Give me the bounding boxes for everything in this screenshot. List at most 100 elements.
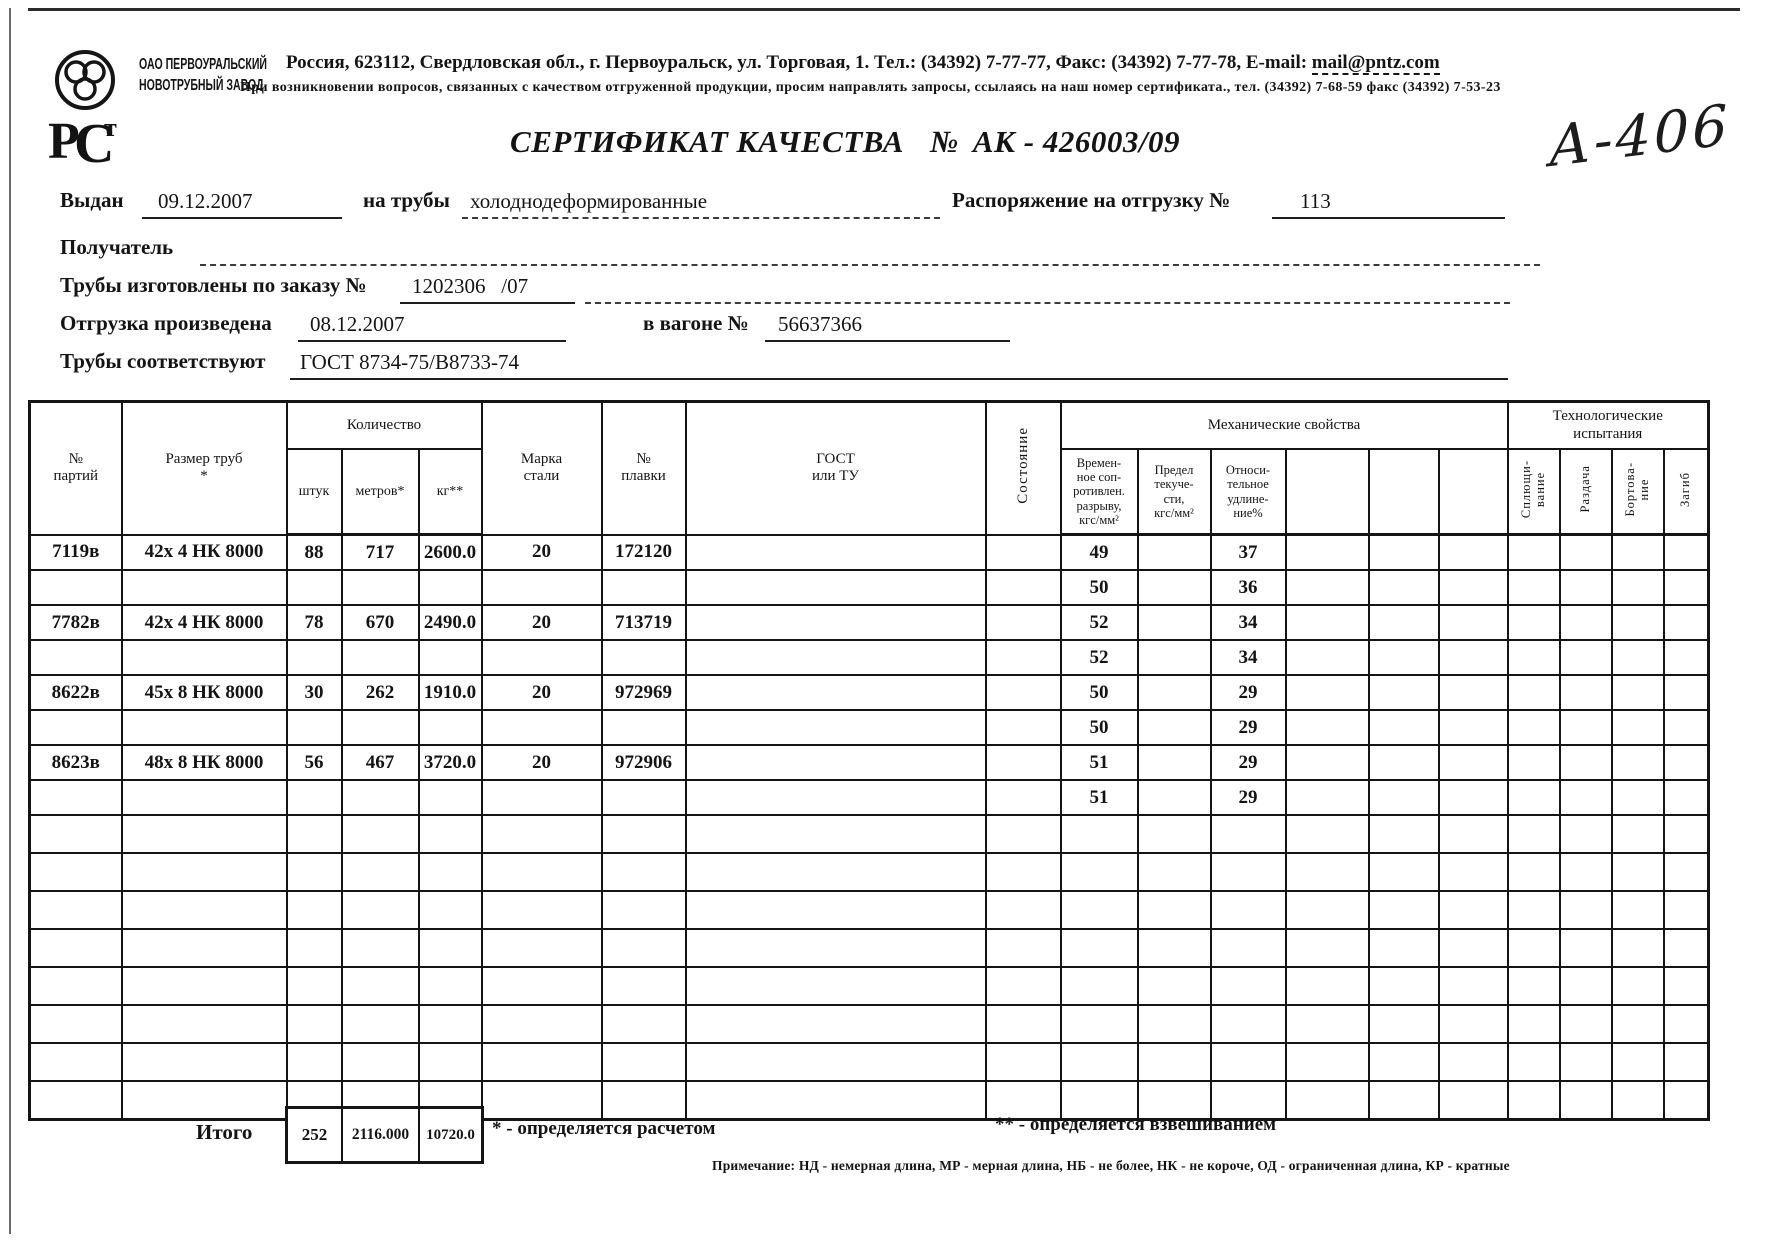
empty-row [28, 1004, 1710, 1044]
cell-steel: 20 [480, 604, 603, 641]
wagon-number-value: 56637366 [778, 312, 862, 336]
cell-size: 45х 8 НК 8000 [120, 674, 288, 711]
cell-heat [600, 639, 687, 676]
table-row: 7782в 42х 4 НК 8000 78 670 2490.0 20 713719 52 3… [28, 604, 1710, 641]
cell-empty [1506, 890, 1561, 930]
cell-strength: 52 [1059, 639, 1139, 676]
cell-empty [285, 928, 343, 968]
cell-flanging [1610, 533, 1665, 571]
cell-empty [984, 928, 1062, 968]
cell-steel [480, 709, 603, 746]
cell-yield [1136, 569, 1212, 606]
cell-empty [1558, 1042, 1613, 1082]
cell-bend [1662, 604, 1710, 641]
cell-empty [684, 966, 987, 1006]
empty-row [28, 1042, 1710, 1082]
cell-empty [120, 814, 288, 854]
cell-bend [1662, 709, 1710, 746]
cell-heat [600, 569, 687, 606]
cell-empty [1059, 852, 1139, 892]
cell-empty [1610, 1004, 1665, 1044]
cell-empty [1437, 1042, 1509, 1082]
cell-pcs [285, 569, 343, 606]
col-header-kg: кг** [417, 448, 483, 536]
cell-size: 42х 4 НК 8000 [120, 533, 288, 571]
receiver-label: Получатель [60, 235, 174, 259]
cell-empty [1437, 814, 1509, 854]
cell-empty [1209, 966, 1287, 1006]
cell-empty [600, 852, 687, 892]
cell-empty [120, 928, 288, 968]
cell-kg [417, 569, 483, 606]
cell-steel [480, 779, 603, 816]
cell-party [28, 779, 123, 816]
cell-empty [480, 1042, 603, 1082]
total-pieces: 252 [288, 1109, 343, 1161]
cell-empty [984, 1080, 1062, 1120]
expansion-vertical-label: Раздача [1577, 465, 1592, 513]
pipes-label: на трубы [363, 188, 450, 212]
cell-heat [600, 779, 687, 816]
cell-empty [1136, 966, 1212, 1006]
table-header-row-1: № партий Размер труб * Количество Марка … [28, 400, 1710, 536]
cell-size [120, 639, 288, 676]
cell-empty [1662, 1080, 1710, 1120]
wagon-underline [765, 311, 1010, 342]
cell-state [984, 533, 1062, 571]
cell-empty [1209, 1080, 1287, 1120]
cell-empty [1284, 852, 1370, 892]
cell-state [984, 709, 1062, 746]
cell-state [984, 639, 1062, 676]
order-underline-cont [585, 273, 1510, 304]
cell-empty [600, 1004, 687, 1044]
cell-empty [340, 1042, 420, 1082]
order-label: Трубы изготовлены по заказу № [60, 273, 367, 297]
cell-heat [600, 709, 687, 746]
cell-empty [28, 1042, 123, 1082]
cell-empty [480, 852, 603, 892]
cell-bend [1662, 533, 1710, 571]
cell-strength: 51 [1059, 779, 1139, 816]
cell-empty [480, 928, 603, 968]
cell-gost [684, 674, 987, 711]
cell-yield [1136, 779, 1212, 816]
cell-flanging [1610, 779, 1665, 816]
cell-empty [1367, 1042, 1440, 1082]
calculated-footnote: * - определяется расчетом [492, 1118, 716, 1139]
cell-expansion [1558, 569, 1613, 606]
cell-empty [1437, 604, 1509, 641]
cell-empty [1059, 890, 1139, 930]
table-row: 7119в 42х 4 НК 8000 88 717 2600.0 20 172120 49 3… [28, 533, 1710, 571]
cell-empty [1284, 966, 1370, 1006]
cell-empty [417, 890, 483, 930]
pntz-logo-icon [55, 50, 115, 110]
cell-empty [1284, 639, 1370, 676]
cell-flanging [1610, 709, 1665, 746]
cell-empty [1437, 928, 1509, 968]
cell-state [984, 604, 1062, 641]
svg-text:С: С [74, 113, 114, 175]
shipping-order-underline [1272, 188, 1505, 219]
order-row: Трубы изготовлены по заказу № 1202306 /0… [0, 273, 1772, 305]
cell-empty [984, 852, 1062, 892]
cell-gost [684, 779, 987, 816]
cell-bend [1662, 779, 1710, 816]
rst-certification-mark-icon: Р С т [48, 113, 117, 175]
cell-bend [1662, 639, 1710, 676]
cell-empty [1610, 1042, 1665, 1082]
cell-empty [984, 814, 1062, 854]
cell-empty [1558, 1004, 1613, 1044]
cell-empty [1136, 1080, 1212, 1120]
cell-empty [120, 890, 288, 930]
cell-empty [600, 1080, 687, 1120]
cell-state [984, 674, 1062, 711]
cell-empty [1136, 1042, 1212, 1082]
cell-empty [1284, 533, 1370, 571]
cell-meters: 467 [340, 744, 420, 781]
cell-bend [1662, 744, 1710, 781]
cell-empty [1506, 1042, 1561, 1082]
issued-underline [142, 188, 342, 219]
totals-box: 252 2116.000 10720.0 [285, 1106, 484, 1164]
cell-flattening [1506, 569, 1561, 606]
table-row: 51 29 [28, 779, 1710, 816]
